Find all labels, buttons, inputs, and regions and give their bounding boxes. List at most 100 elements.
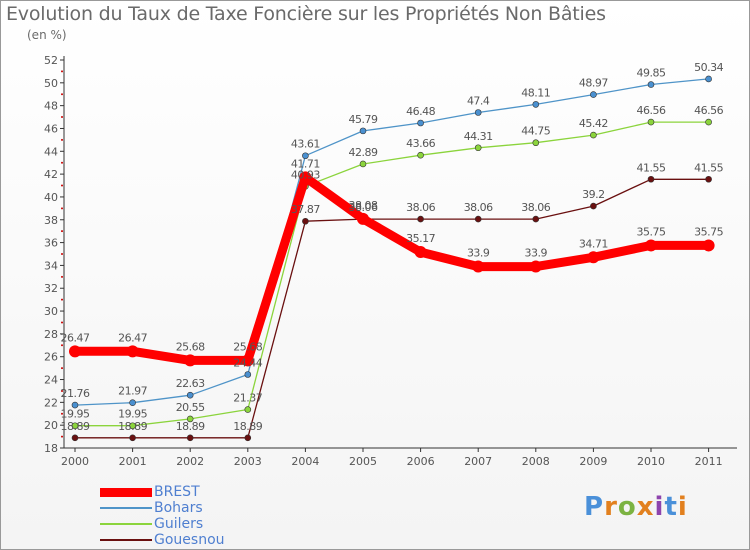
data-point-guilers	[244, 406, 252, 413]
data-label-guilers: 43.66	[406, 137, 435, 150]
data-label-gouesnou: 38.06	[464, 201, 493, 214]
logo-letter: o	[617, 492, 637, 522]
data-label-brest: 35.75	[694, 225, 723, 238]
legend-item-guilers: Guilers	[100, 516, 225, 532]
data-label-bohars: 24.44	[233, 357, 262, 370]
data-point-bohars	[186, 391, 194, 399]
data-point-bohars	[417, 119, 424, 127]
legend-label-guilers: Guilers	[154, 516, 204, 532]
x-tick-label: 2004	[291, 455, 319, 468]
data-label-guilers: 45.42	[579, 117, 608, 130]
y-tick-label: 36	[44, 237, 58, 250]
x-tick-label: 2003	[234, 455, 262, 468]
data-point-bohars	[590, 91, 597, 98]
data-point-bohars	[532, 101, 540, 108]
y-tick-label: 26	[44, 351, 58, 364]
data-point-gouesnou	[474, 215, 482, 223]
y-tick-label: 48	[44, 100, 58, 113]
y-axis-unit: (en %)	[27, 28, 67, 42]
data-label-gouesnou: 18.89	[61, 420, 90, 433]
data-label-bohars: 21.97	[118, 385, 147, 398]
axes: 18 20 22 24 26 28 30 32 34 36 38 40 42 44 46 48 50 52 2000…	[44, 54, 737, 468]
legend-item-gouesnou: Gouesnou	[100, 532, 225, 548]
data-label-brest: 34.71	[579, 237, 608, 250]
proxiti-logo: Proxiti	[584, 492, 688, 522]
data-label-gouesnou: 38.06	[349, 201, 378, 214]
data-label-guilers: 20.55	[176, 401, 205, 414]
data-point-guilers	[590, 131, 597, 139]
y-minor-tick	[61, 161, 63, 164]
y-minor-tick	[61, 70, 63, 73]
data-point-guilers	[129, 422, 136, 430]
data-point-gouesnou	[590, 202, 597, 210]
y-minor-tick	[61, 184, 63, 187]
logo-letter: i	[677, 492, 688, 522]
series-line-bohars	[74, 78, 710, 406]
data-point-gouesnou	[71, 434, 79, 442]
data-point-gouesnou	[302, 217, 309, 225]
y-minor-tick	[61, 138, 63, 141]
y-tick-label: 22	[44, 396, 58, 409]
data-point-guilers	[647, 118, 655, 126]
data-label-brest: 38.08	[349, 199, 378, 212]
data-point-guilers	[705, 118, 712, 126]
data-label-brest: 26.47	[118, 331, 147, 344]
y-minor-tick	[61, 435, 63, 438]
y-tick-label: 42	[44, 168, 58, 181]
y-tick-label: 30	[44, 305, 58, 318]
x-tick-label: 2000	[61, 455, 89, 468]
data-point-brest	[357, 212, 369, 225]
data-label-brest: 26.47	[61, 331, 90, 344]
legend-swatch-guilers	[100, 523, 152, 525]
legend-label-gouesnou: Gouesnou	[154, 532, 225, 548]
data-point-brest	[472, 260, 485, 273]
data-point-bohars	[647, 81, 655, 88]
logo-letter: x	[636, 492, 655, 522]
data-point-bohars	[474, 109, 482, 116]
data-label-guilers: 46.56	[637, 104, 666, 117]
data-label-gouesnou: 18.89	[118, 420, 147, 433]
data-point-guilers	[359, 160, 367, 168]
y-minor-tick	[61, 344, 63, 347]
x-tick-label: 2008	[522, 455, 550, 468]
data-label-guilers: 42.89	[349, 146, 378, 159]
data-point-gouesnou	[647, 175, 655, 183]
y-minor-tick	[61, 275, 63, 278]
data-point-gouesnou	[186, 434, 194, 442]
data-label-brest: 35.75	[637, 225, 666, 238]
data-label-guilers: 40.93	[291, 168, 320, 181]
data-point-guilers	[474, 144, 482, 152]
x-tick-label: 2005	[349, 455, 377, 468]
data-point-bohars	[705, 75, 712, 83]
data-label-gouesnou: 39.2	[582, 188, 605, 201]
data-label-guilers: 19.95	[118, 408, 147, 421]
y-tick-label: 20	[44, 419, 58, 432]
data-label-bohars: 50.34	[694, 61, 723, 74]
data-point-brest	[702, 239, 715, 252]
series-line-gouesnou	[74, 178, 710, 439]
y-minor-tick	[61, 207, 63, 210]
legend: BREST Bohars Guilers Gouesnou	[100, 484, 225, 548]
data-label-brest: 25.68	[233, 340, 262, 353]
y-tick-label: 50	[44, 77, 58, 90]
y-tick-label: 34	[44, 259, 58, 272]
legend-item-brest: BREST	[100, 484, 225, 500]
y-tick-label: 24	[44, 374, 58, 387]
data-point-gouesnou	[417, 215, 424, 223]
data-label-gouesnou: 38.06	[406, 201, 435, 214]
data-label-gouesnou: 41.55	[637, 161, 666, 174]
data-point-bohars	[244, 371, 252, 378]
y-tick-label: 32	[44, 282, 58, 295]
data-label-bohars: 49.85	[637, 67, 666, 80]
data-label-guilers: 46.56	[694, 104, 723, 117]
data-label-bohars: 46.48	[406, 105, 435, 118]
x-tick-label: 2007	[464, 455, 492, 468]
data-point-guilers	[71, 422, 79, 430]
data-point-brest	[126, 345, 139, 358]
data-point-gouesnou	[129, 434, 136, 442]
data-point-brest	[414, 246, 427, 259]
y-minor-tick	[61, 93, 63, 96]
y-tick-label: 38	[44, 214, 58, 227]
data-label-bohars: 21.76	[61, 387, 90, 400]
